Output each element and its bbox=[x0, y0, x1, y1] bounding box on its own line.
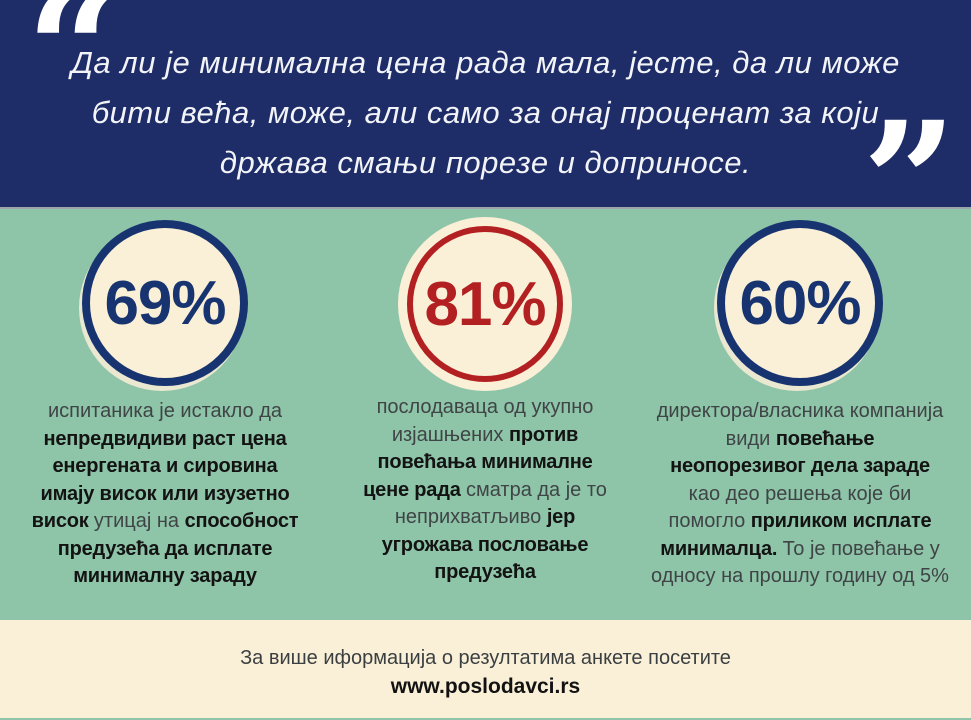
text-segment: види bbox=[725, 427, 776, 450]
stat-text-line: директора/власника компанија bbox=[635, 398, 965, 426]
stat-text-line: цене рада сматра да је то bbox=[335, 477, 635, 505]
stat-text-line: угрожава пословање bbox=[335, 532, 635, 560]
stat-text-line: послодаваца од укупно bbox=[335, 394, 635, 422]
stat-text-line: неопорезивог дела зараде bbox=[635, 453, 965, 481]
stat-description: послодаваца од укупно изјашњених против по… bbox=[335, 394, 635, 587]
stat-text-line: непредвидиви раст цена bbox=[15, 426, 315, 454]
text-segment: приликом исплате bbox=[750, 510, 932, 532]
stat-text-line: предузећа bbox=[335, 559, 635, 587]
text-segment: непредвидиви раст цена bbox=[43, 427, 287, 450]
text-segment: висок bbox=[31, 510, 94, 532]
text-segment: испитаника је истакло да bbox=[47, 400, 282, 422]
text-segment: То је повећање у bbox=[782, 537, 940, 560]
text-segment: минималца. bbox=[660, 537, 783, 560]
stat-value: 81% bbox=[424, 269, 546, 339]
stats-section: 69% испитаника је истакло да непредвидиви… bbox=[0, 209, 971, 620]
text-segment: повећања минималне bbox=[377, 451, 593, 473]
stat-circle: 81% bbox=[407, 226, 563, 382]
stat-value: 60% bbox=[739, 268, 861, 338]
stat-text-line: види повећање bbox=[635, 426, 965, 454]
text-segment: угрожава пословање bbox=[381, 533, 589, 556]
text-segment: послодаваца од укупно bbox=[376, 396, 594, 418]
text-segment: цене рада bbox=[363, 478, 466, 501]
text-segment: минималну зараду bbox=[73, 565, 257, 587]
text-segment: јер bbox=[546, 506, 576, 528]
stat-text-line: висок утицај на способност bbox=[15, 508, 315, 536]
stat-text-line: минималну зараду bbox=[15, 563, 315, 591]
stat-circle: 69% bbox=[82, 220, 248, 386]
text-segment: односу на прошлу годину од 5% bbox=[651, 565, 949, 587]
text-segment: имају висок или изузетно bbox=[40, 482, 290, 505]
footer-note: За више иформација о резултатима анкете … bbox=[240, 647, 731, 669]
stat-column-directors: 60% директора/власника компанија види пов… bbox=[635, 209, 965, 591]
stat-text-line: као део решења које би bbox=[635, 481, 965, 509]
quote-section: “ Да ли је минимална цена рада мала, јес… bbox=[0, 0, 971, 265]
stat-column-respondents: 69% испитаника је истакло да непредвидиви… bbox=[15, 209, 315, 591]
text-segment: као део решења које би bbox=[688, 482, 912, 505]
text-segment: директора/власника компанија bbox=[656, 400, 944, 422]
text-segment: енергената и сировина bbox=[52, 455, 278, 477]
text-segment: против bbox=[508, 423, 579, 446]
text-segment: помогло bbox=[668, 510, 751, 532]
stat-text-line: неприхватљиво јер bbox=[335, 504, 635, 532]
stat-value: 69% bbox=[104, 268, 226, 338]
stat-description: директора/власника компанија види повећањ… bbox=[635, 398, 965, 591]
stat-text-line: изјашњених против bbox=[335, 422, 635, 450]
text-segment: предузећа bbox=[434, 561, 536, 583]
text-segment: изјашњених bbox=[391, 423, 509, 446]
stat-text-line: предузећа да исплате bbox=[15, 536, 315, 564]
stat-column-employers: 81% послодаваца од укупно изјашњених прот… bbox=[335, 209, 635, 587]
stat-text-line: повећања минималне bbox=[335, 449, 635, 477]
text-segment: неопорезивог дела зараде bbox=[670, 455, 930, 477]
text-segment: неприхватљиво bbox=[394, 506, 547, 528]
text-segment: утицај на bbox=[93, 510, 185, 532]
text-segment: предузећа да исплате bbox=[57, 537, 273, 560]
stat-text-line: имају висок или изузетно bbox=[15, 481, 315, 509]
quote-text: Да ли је минимална цена рада мала, јесте… bbox=[71, 45, 900, 180]
stat-text-line: испитаника је истакло да bbox=[15, 398, 315, 426]
text-segment: сматра да је то bbox=[465, 478, 607, 501]
stat-text-line: енергената и сировина bbox=[15, 453, 315, 481]
text-segment: повећање bbox=[775, 427, 875, 450]
footer-section: За више иформација о резултатима анкете … bbox=[0, 620, 971, 718]
footer-url: www.poslodavci.rs bbox=[390, 675, 581, 698]
open-quote-icon: “ bbox=[26, 0, 121, 147]
stat-text-line: помогло приликом исплате bbox=[635, 508, 965, 536]
stat-text-line: односу на прошлу годину од 5% bbox=[635, 563, 965, 591]
text-segment: способност bbox=[184, 510, 299, 532]
stat-description: испитаника је истакло да непредвидиви рас… bbox=[15, 398, 315, 591]
stat-circle: 60% bbox=[717, 220, 883, 386]
stat-text-line: минималца. То је повећање у bbox=[635, 536, 965, 564]
